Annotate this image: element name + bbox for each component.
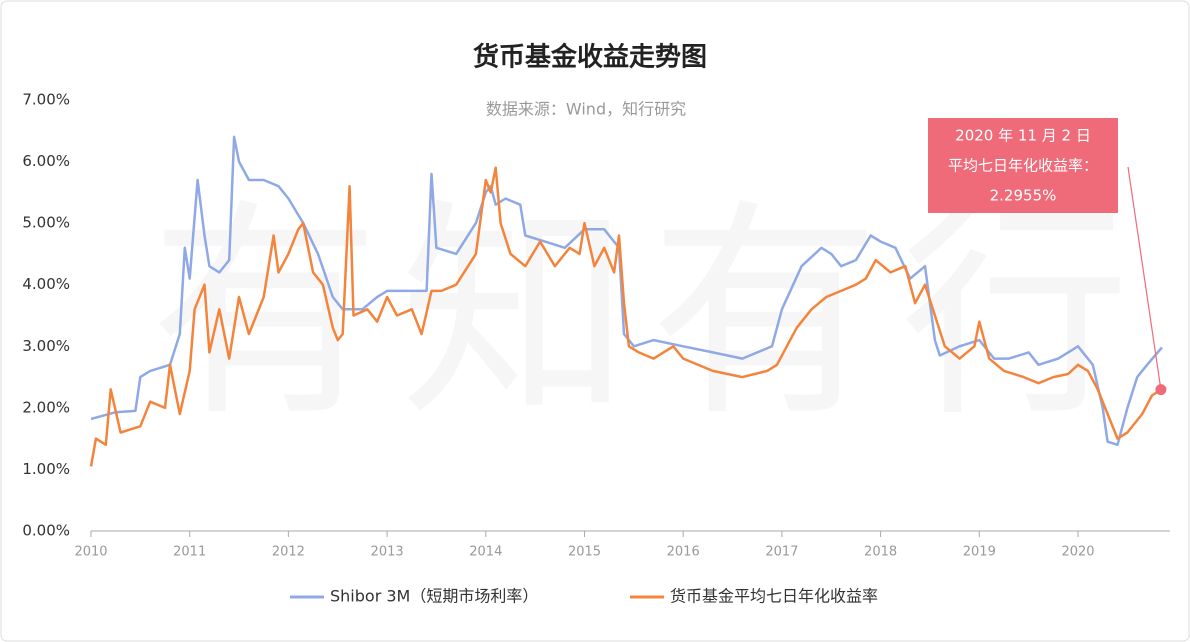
x-tick-label: 2019 (963, 545, 996, 560)
y-tick-label: 7.00% (22, 91, 70, 109)
y-tick-label: 2.00% (22, 398, 70, 416)
y-tick-label: 3.00% (22, 337, 70, 355)
chart-subtitle: 数据来源：Wind，知行研究 (486, 100, 686, 119)
y-tick-label: 6.00% (22, 152, 70, 170)
legend-label: 货币基金平均七日年化收益率 (670, 587, 878, 606)
x-tick-label: 2013 (371, 545, 404, 560)
series-line (90, 135, 1163, 447)
annotation-leader (1127, 166, 1162, 390)
x-tick-label: 2016 (667, 545, 700, 560)
y-tick-label: 4.00% (22, 275, 70, 293)
highlight-point (1155, 384, 1167, 396)
x-tick-label: 2017 (765, 545, 798, 560)
y-tick-label: 0.00% (22, 522, 70, 540)
x-tick-label: 2011 (173, 545, 206, 560)
x-tick-label: 2012 (272, 545, 305, 560)
x-tick-label: 2010 (74, 545, 107, 560)
annotation-text: 2.2955% (990, 187, 1057, 205)
x-tick-label: 2020 (1061, 545, 1094, 560)
annotation-box (928, 118, 1118, 213)
y-tick-label: 1.00% (22, 460, 70, 478)
annotation-text: 2020 年 11 月 2 日 (955, 127, 1091, 145)
x-tick-label: 2018 (864, 545, 897, 560)
legend-label: Shibor 3M（短期市场利率） (330, 587, 538, 606)
x-tick-label: 2014 (469, 545, 502, 560)
y-tick-label: 5.00% (22, 214, 70, 232)
watermark: 有知有行 (150, 181, 1150, 448)
x-tick-label: 2015 (568, 545, 601, 560)
annotation-text: 平均七日年化收益率： (948, 157, 1098, 175)
chart-title: 货币基金收益走势图 (473, 42, 707, 73)
series-line (89, 166, 1162, 467)
